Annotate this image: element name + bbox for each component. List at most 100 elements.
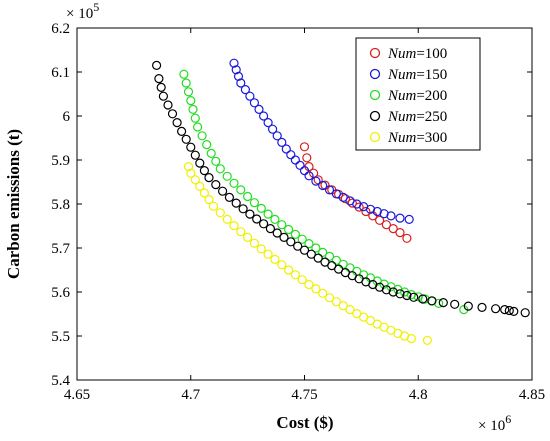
- data-point: [199, 188, 209, 198]
- data-point: [218, 186, 228, 196]
- legend-label: Num=300: [387, 130, 447, 146]
- data-point: [254, 104, 264, 115]
- data-point: [249, 98, 259, 108]
- data-point: [181, 78, 191, 88]
- y-tick-label: 5.5: [51, 329, 70, 345]
- data-point: [299, 166, 310, 176]
- y-multiplier-exp: 5: [93, 0, 99, 14]
- data-point: [318, 288, 328, 298]
- data-point: [243, 232, 253, 242]
- data-point: [491, 304, 501, 314]
- data-point: [186, 142, 196, 152]
- data-point: [211, 180, 221, 190]
- legend-eq: =250: [416, 109, 447, 125]
- data-point: [381, 285, 391, 295]
- data-point: [208, 201, 219, 211]
- data-point: [311, 176, 321, 186]
- data-point: [188, 104, 198, 115]
- data-point: [215, 164, 225, 174]
- data-point: [158, 91, 168, 101]
- data-point: [395, 228, 405, 238]
- data-point: [304, 171, 314, 181]
- data-point: [186, 95, 196, 106]
- data-point: [413, 292, 423, 302]
- data-point: [263, 209, 273, 219]
- y-axis-ticks: 5.4 5.5 5.6 5.7 5.8 5.9 6 6.1 6.2: [51, 21, 532, 389]
- data-point: [284, 265, 294, 275]
- data-point: [318, 247, 328, 257]
- data-point: [500, 305, 510, 315]
- data-point: [395, 289, 405, 299]
- data-point: [299, 142, 310, 152]
- series-4: [183, 162, 432, 345]
- data-point: [295, 160, 305, 170]
- data-point: [509, 306, 519, 316]
- x-tick-label: 4.8: [409, 387, 428, 403]
- x-multiplier-base: × 10: [478, 418, 505, 434]
- data-point: [418, 294, 428, 304]
- data-point: [249, 198, 259, 208]
- data-point: [438, 298, 448, 308]
- data-point: [361, 206, 371, 217]
- data-point: [450, 299, 460, 309]
- data-point: [388, 287, 398, 297]
- data-point: [304, 279, 314, 290]
- data-point: [297, 234, 307, 244]
- y-multiplier: × 105: [66, 0, 99, 22]
- data-point: [206, 148, 216, 158]
- series-3: [152, 60, 530, 318]
- data-point: [181, 134, 191, 144]
- data-point: [236, 185, 246, 195]
- data-point: [183, 162, 194, 172]
- data-point: [463, 301, 473, 311]
- data-point: [311, 284, 321, 294]
- x-axis-ticks: 4.65 4.7 4.75 4.8 4.85: [64, 28, 545, 403]
- data-point: [381, 220, 391, 230]
- data-point: [306, 249, 316, 259]
- data-point: [420, 294, 430, 304]
- data-point: [427, 296, 437, 306]
- data-point: [263, 249, 273, 259]
- data-point: [195, 158, 205, 168]
- legend-marker: [369, 47, 381, 59]
- data-point: [215, 208, 225, 218]
- data-point: [249, 238, 259, 248]
- data-point: [229, 221, 239, 231]
- legend-eq: =100: [416, 46, 447, 62]
- x-axis-label: Cost ($): [276, 413, 333, 432]
- data-point: [299, 245, 310, 255]
- data-point: [520, 308, 530, 318]
- legend-var: Num: [387, 109, 417, 125]
- data-point: [304, 239, 314, 249]
- x-multiplier-exp: 6: [505, 412, 511, 426]
- y-tick-label: 5.9: [51, 153, 70, 169]
- legend-var: Num: [387, 67, 417, 83]
- data-point: [270, 214, 280, 224]
- data-point: [347, 198, 357, 208]
- data-point: [402, 233, 412, 243]
- data-point: [204, 173, 214, 183]
- data-point: [504, 305, 514, 316]
- legend-var: Num: [387, 46, 417, 62]
- data-point: [372, 206, 382, 217]
- data-point: [302, 153, 312, 163]
- data-point: [152, 60, 162, 71]
- data-point: [193, 122, 203, 132]
- y-tick-label: 5.8: [51, 197, 70, 213]
- data-point: [477, 302, 487, 312]
- data-point: [265, 224, 275, 234]
- data-point: [211, 156, 221, 166]
- data-point: [388, 224, 398, 234]
- data-point: [163, 100, 173, 110]
- data-point: [167, 109, 178, 119]
- data-point: [331, 297, 341, 307]
- data-point: [222, 171, 232, 181]
- data-point: [268, 124, 278, 134]
- data-point: [324, 293, 335, 303]
- data-point: [190, 150, 200, 160]
- data-point: [233, 71, 244, 82]
- legend-eq: =150: [416, 67, 447, 83]
- data-point: [422, 335, 432, 345]
- data-point: [402, 290, 412, 301]
- y-tick-label: 5.6: [51, 285, 70, 301]
